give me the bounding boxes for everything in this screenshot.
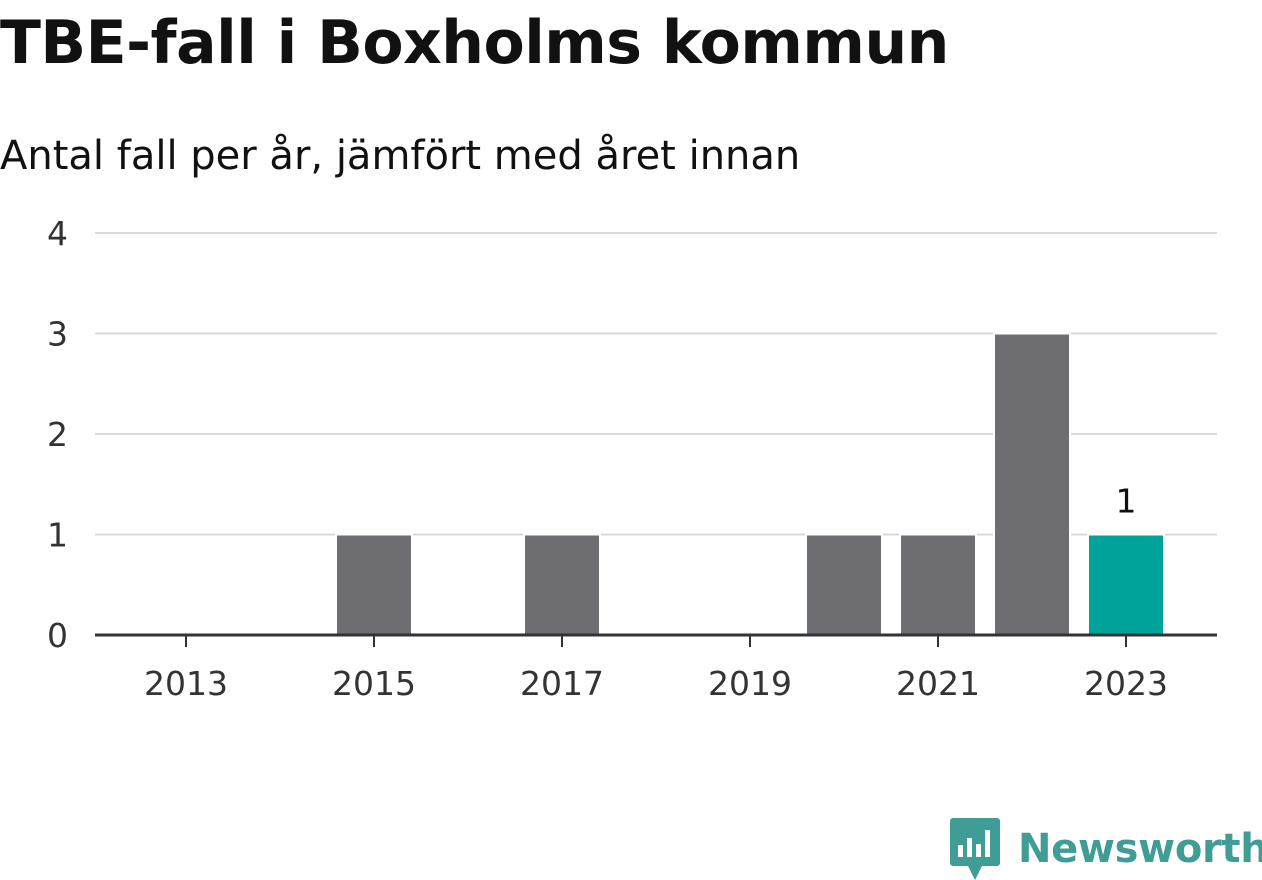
x-tick-label: 2019 bbox=[708, 664, 792, 703]
y-tick-label: 4 bbox=[47, 214, 68, 253]
y-tick-label: 2 bbox=[47, 415, 68, 454]
x-tick-label: 2013 bbox=[144, 664, 228, 703]
bar-2023 bbox=[1087, 533, 1165, 636]
x-tick-label: 2021 bbox=[896, 664, 980, 703]
chart-subtitle: Antal fall per år, jämfört med året inna… bbox=[0, 133, 801, 179]
newsworthy-brand: Newsworthy bbox=[950, 818, 1262, 880]
x-tick-label: 2015 bbox=[332, 664, 416, 703]
data-labels: 1 bbox=[1116, 482, 1137, 521]
y-axis-ticks: 0 1 2 3 4 bbox=[47, 214, 68, 655]
bar-2015 bbox=[335, 533, 413, 636]
data-label: 1 bbox=[1116, 482, 1137, 521]
bar-2017 bbox=[523, 533, 601, 636]
y-tick-label: 3 bbox=[47, 315, 68, 354]
newsworthy-logo-icon bbox=[950, 818, 1000, 880]
brand-name: Newsworthy bbox=[1018, 826, 1262, 872]
bar-2021 bbox=[899, 533, 977, 636]
y-tick-label: 1 bbox=[47, 516, 68, 555]
x-tick-label: 2017 bbox=[520, 664, 604, 703]
x-tick-label: 2023 bbox=[1084, 664, 1168, 703]
bar-2020 bbox=[805, 533, 883, 636]
bars bbox=[335, 332, 1165, 636]
x-axis: 2013 2015 2017 2019 2021 2023 bbox=[95, 633, 1217, 703]
chart-title: TBE-fall i Boxholms kommun bbox=[0, 8, 949, 78]
y-tick-label: 0 bbox=[47, 616, 68, 655]
bar-2022 bbox=[993, 332, 1071, 636]
